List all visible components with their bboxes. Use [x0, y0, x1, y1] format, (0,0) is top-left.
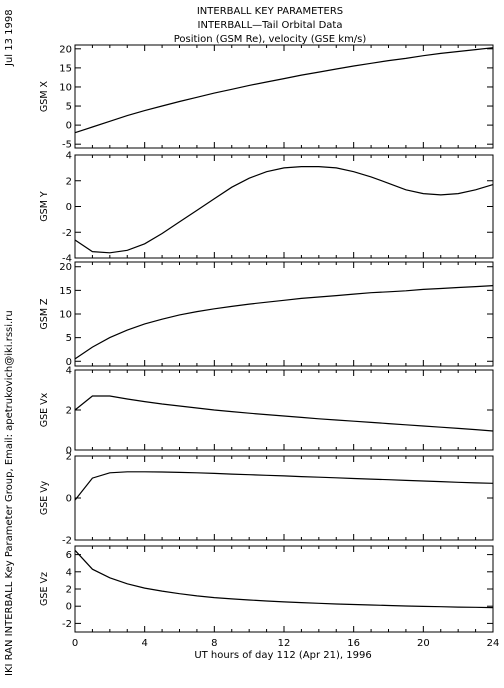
x-tick-label: 8: [211, 638, 217, 649]
panel-frame: [74, 369, 494, 451]
panel-6: -2 0 2 4 6 GSE Vz: [39, 545, 494, 633]
y-tick-label: 0: [66, 202, 72, 213]
title-line-2: INTERBALL—Tail Orbital Data: [198, 20, 343, 31]
y-tick-label: 10: [59, 82, 72, 93]
panel-1: -5 0 5 10 15 20 GSM X: [39, 44, 494, 151]
y-tick-label: -4: [62, 254, 72, 265]
y-tick-label: 10: [59, 310, 72, 321]
title-line-1: INTERBALL KEY PARAMETERS: [197, 6, 343, 17]
credit-line: IKI RAN INTERBALL Key Parameter Group, E…: [4, 310, 15, 676]
x-tick-label: 12: [278, 638, 291, 649]
y-tick-label: 2: [66, 585, 72, 596]
y-tick-label: 15: [59, 286, 72, 297]
y-tick-label: 15: [59, 63, 72, 74]
series-line-gse-vz: [74, 549, 494, 609]
panel-frame: [74, 154, 494, 259]
generation-date: Jul 13 1998: [4, 9, 15, 67]
y-axis-label: GSE Vx: [39, 392, 50, 427]
y-tick-label: 2: [66, 452, 72, 463]
series-line-gse-vy: [74, 471, 494, 501]
panel-4: 0 2 4 GSE Vx: [39, 366, 494, 457]
series-line-gsm-x: [74, 47, 494, 134]
y-axis-label: GSM X: [39, 80, 50, 112]
y-tick-label: 0: [66, 357, 72, 368]
y-tick-label: 4: [66, 366, 72, 377]
x-axis: 0 4 8 12 16 20 24: [72, 638, 500, 649]
x-tick-label: 0: [72, 638, 78, 649]
y-axis-label: GSM Y: [39, 191, 50, 222]
y-tick-label: 6: [66, 550, 72, 561]
y-tick-label: -2: [62, 619, 72, 630]
x-tick-label: 20: [417, 638, 430, 649]
y-tick-label: 5: [66, 102, 72, 113]
y-tick-label: -2: [62, 536, 72, 547]
y-axis-label: GSE Vy: [39, 480, 50, 515]
y-tick-label: 0: [66, 446, 72, 457]
x-tick-label: 24: [487, 638, 500, 649]
y-axis-label: GSM Z: [39, 298, 50, 330]
y-tick-label: 5: [66, 333, 72, 344]
y-tick-label: 4: [66, 567, 72, 578]
x-tick-label: 4: [141, 638, 147, 649]
series-line-gsm-z: [74, 285, 494, 360]
panel-frame: [74, 261, 494, 367]
y-tick-label: 20: [59, 44, 72, 55]
y-tick-label: 0: [66, 121, 72, 132]
panel-2: -4 -2 0 2 4 GSM Y: [39, 151, 494, 265]
chart-title: INTERBALL KEY PARAMETERS INTERBALL—Tail …: [174, 6, 367, 45]
panel-frame: [74, 545, 494, 633]
y-tick-label: -5: [62, 140, 72, 151]
panel-3: 0 5 10 15 20 GSM Z: [39, 261, 494, 368]
series-line-gse-vx: [74, 395, 494, 432]
panel-5: -2 0 2 GSE Vy: [39, 452, 494, 547]
y-tick-label: 2: [66, 176, 72, 187]
y-tick-label: 20: [59, 262, 72, 273]
y-tick-label: -2: [62, 228, 72, 239]
y-tick-label: 0: [66, 494, 72, 505]
y-tick-label: 2: [66, 406, 72, 417]
y-axis-label: GSE Vz: [39, 572, 50, 606]
panel-frame: [74, 455, 494, 541]
x-axis-label: UT hours of day 112 (Apr 21), 1996: [194, 650, 371, 661]
title-line-3: Position (GSM Re), velocity (GSE km/s): [174, 34, 367, 45]
y-tick-label: 4: [66, 151, 72, 162]
panel-frame: [74, 44, 494, 149]
x-tick-label: 16: [347, 638, 360, 649]
series-line-gsm-y: [74, 166, 494, 254]
y-tick-label: 0: [66, 602, 72, 613]
